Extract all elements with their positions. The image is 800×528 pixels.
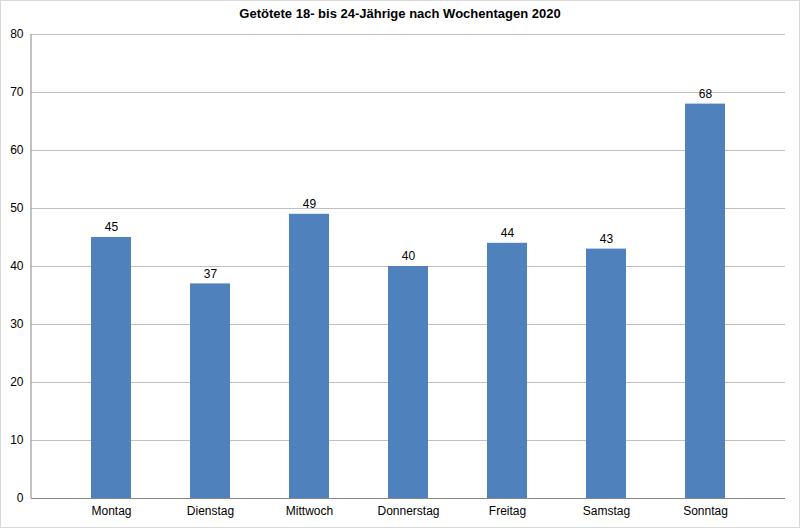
svg-text:45: 45: [105, 220, 119, 234]
svg-text:60: 60: [10, 143, 24, 157]
svg-text:Freitag: Freitag: [489, 504, 526, 518]
svg-text:10: 10: [10, 433, 24, 447]
svg-text:37: 37: [204, 267, 218, 281]
svg-text:Donnerstag: Donnerstag: [377, 504, 439, 518]
svg-text:Montag: Montag: [91, 504, 131, 518]
svg-text:Sonntag: Sonntag: [683, 504, 728, 518]
svg-text:Dienstag: Dienstag: [187, 504, 234, 518]
svg-text:Samstag: Samstag: [583, 504, 630, 518]
svg-text:70: 70: [10, 85, 24, 99]
svg-text:49: 49: [303, 197, 317, 211]
svg-text:44: 44: [501, 226, 515, 240]
svg-text:30: 30: [10, 317, 24, 331]
svg-text:43: 43: [600, 232, 614, 246]
svg-text:80: 80: [10, 27, 24, 41]
svg-text:40: 40: [402, 249, 416, 263]
svg-text:0: 0: [17, 491, 24, 505]
html-text:Getötete 18- bis 24-Jährige na: Getötete 18- bis 24-Jährige nach Wochent…: [239, 6, 561, 21]
svg-text:50: 50: [10, 201, 24, 215]
svg-text:Mittwoch: Mittwoch: [286, 504, 333, 518]
svg-text:20: 20: [10, 375, 24, 389]
svg-text:40: 40: [10, 259, 24, 273]
svg-text:68: 68: [699, 87, 713, 101]
